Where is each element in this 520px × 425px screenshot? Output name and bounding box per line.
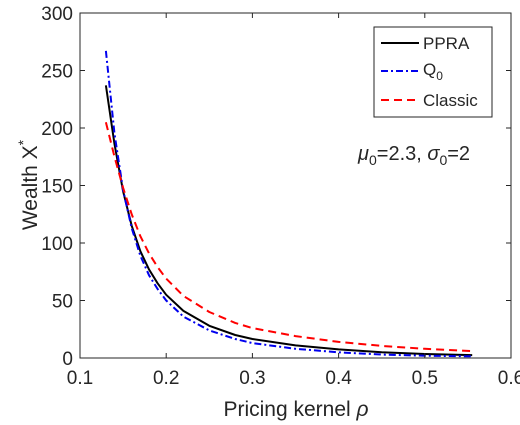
y-tick-label: 0 (62, 349, 73, 370)
legend: PPRA Q0 Classic (373, 26, 493, 118)
x-tick-label: 0.5 (412, 368, 438, 389)
x-tick-label: 0.1 (67, 368, 93, 389)
curves (104, 50, 473, 358)
x-axis-title-symbol: ρ (356, 398, 369, 421)
parameter-annotation: μ0=2.3, σ0=2 (357, 143, 470, 168)
annot-sigma: σ (427, 143, 440, 165)
y-axis-title-text: Wealth X (19, 145, 42, 230)
x-tick-label: 0.6 (498, 368, 520, 389)
x-tick-label: 0.4 (325, 368, 352, 389)
annot-mu-sub: 0 (369, 152, 377, 168)
annot-mu: μ (357, 143, 369, 165)
y-tick-label: 100 (41, 234, 73, 255)
legend-label-q0-sub: 0 (436, 69, 443, 83)
ticks: 0.1 0.2 0.3 0.4 0.5 0.6 0 50 100 150 200 250 300 (41, 4, 520, 389)
legend-label-classic: Classic (423, 91, 478, 110)
y-axis-title-sup: * (15, 139, 31, 145)
legend-label-q0: Q0 (423, 60, 443, 83)
y-tick-label: 200 (41, 119, 73, 140)
x-tick-label: 0.2 (153, 368, 179, 389)
x-tick-label: 0.3 (239, 368, 265, 389)
y-axis-title: Wealth X* (15, 139, 42, 230)
y-tick-label: 300 (41, 4, 73, 25)
legend-label-q0-main: Q (423, 60, 436, 79)
annot-mu-value: =2.3, (377, 143, 428, 165)
x-axis-title-text: Pricing kernel (223, 398, 356, 421)
legend-label-ppra: PPRA (423, 34, 470, 53)
y-tick-label: 50 (52, 292, 73, 313)
y-tick-label: 250 (41, 62, 73, 83)
annot-sigma-value: =2 (447, 143, 470, 165)
annot-sigma-sub: 0 (439, 152, 447, 168)
series-line-classic (104, 122, 473, 353)
series-line-q0 (104, 50, 473, 358)
y-tick-label: 150 (41, 177, 73, 198)
x-axis-title: Pricing kernel ρ (223, 398, 368, 421)
